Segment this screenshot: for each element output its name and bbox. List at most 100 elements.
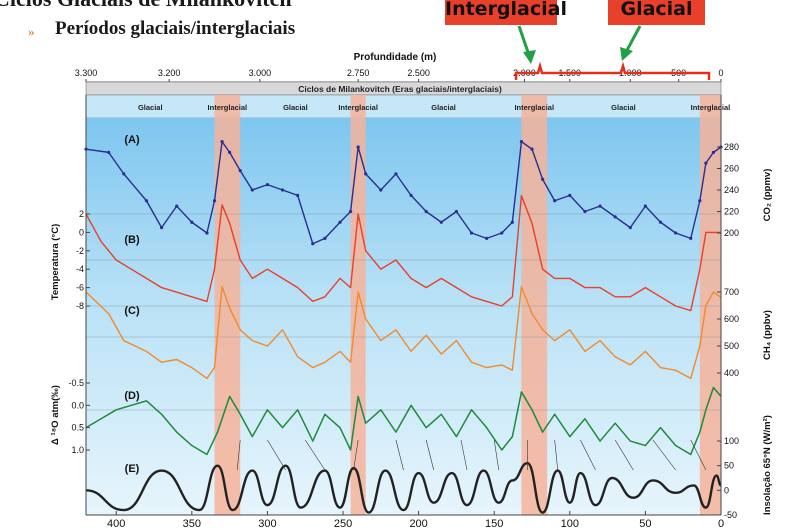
series-a-point xyxy=(568,193,572,197)
series-label: (D) xyxy=(124,390,140,402)
series-a-point xyxy=(356,145,360,149)
bottom-axis-ticks: 400 350 300 250 200 150 100 50 0 xyxy=(107,511,724,530)
bottom-tick-label: 300 xyxy=(258,518,276,530)
series-a-point xyxy=(510,220,514,224)
top-tick-label: 2.750 xyxy=(347,68,370,78)
series-a-point xyxy=(228,150,232,154)
left-tick-label: 0.5 xyxy=(71,423,84,433)
right-axis-label-ch4: CH₄ (ppbv) xyxy=(762,310,773,360)
period-label: Interglacial xyxy=(514,103,554,112)
right-tick-label: 100 xyxy=(724,436,739,446)
bottom-tick-label: 50 xyxy=(639,518,651,530)
series-a-point xyxy=(280,188,285,192)
series-a-point xyxy=(698,199,702,203)
series-e-insolation xyxy=(85,462,722,514)
left-tick-label: 0 xyxy=(79,227,84,237)
series-a-point xyxy=(658,220,663,224)
series-a-point xyxy=(190,220,194,224)
period-strip-highlight xyxy=(350,95,366,118)
right-tick-label: 240 xyxy=(724,185,739,195)
series-a-point xyxy=(348,209,353,214)
series-a-point xyxy=(159,226,164,230)
right-tick-label: 200 xyxy=(724,228,739,238)
series-a-point xyxy=(519,140,524,144)
series-a-point xyxy=(212,199,217,203)
series-a-point xyxy=(530,147,534,151)
right-axis-label-co2: CO₂ (ppmv) xyxy=(762,169,773,222)
left-tick-label: -2 xyxy=(76,246,84,256)
slide-title: Ciclos Glaciais de Milankovitch xyxy=(0,0,292,12)
glacial-bracket xyxy=(514,61,711,80)
series-a-point xyxy=(122,172,126,176)
series-a-point xyxy=(439,220,443,224)
series-a-point xyxy=(364,172,368,176)
series-a-point xyxy=(454,209,459,214)
series-a-point xyxy=(220,140,224,144)
series-a-point xyxy=(469,231,474,235)
period-label: Glacial xyxy=(611,103,636,112)
period-strip-highlight xyxy=(214,95,241,118)
interglacial-band xyxy=(699,118,721,515)
series-a-point xyxy=(424,209,428,214)
connector-line xyxy=(236,439,241,471)
top-axis-label: Profundidade (m) xyxy=(354,52,437,63)
left-tick-label: 2 xyxy=(79,209,84,219)
series-a-point xyxy=(265,183,270,187)
connector-line xyxy=(580,439,596,471)
series-c-ch4 xyxy=(85,285,722,380)
connector-line xyxy=(690,439,707,471)
bottom-tick-label: 400 xyxy=(107,518,125,530)
left-tick-label: -6 xyxy=(76,283,84,293)
connector-line xyxy=(493,439,500,471)
bottom-tick-label: 200 xyxy=(409,518,427,530)
bottom-tick-label: 100 xyxy=(561,518,579,530)
series-a-point xyxy=(598,204,602,208)
right-tick-label: 50 xyxy=(724,461,734,471)
top-tick-label: 3.000 xyxy=(249,68,272,78)
series-b-temperature xyxy=(85,194,721,312)
period-label: Interglacial xyxy=(208,103,248,112)
period-labels: Glacial Interglacial Glacial Interglacial Gl… xyxy=(138,95,730,118)
connector-line xyxy=(304,439,326,471)
connector-line xyxy=(267,439,286,471)
connector-line xyxy=(614,439,634,471)
right-tick-label: 400 xyxy=(724,368,739,378)
left-tick-label: 1.0 xyxy=(71,445,84,455)
interglacial-band xyxy=(350,118,366,515)
period-label: Glacial xyxy=(431,103,456,112)
left-axis-label-temperature: Temperatura (°C) xyxy=(50,224,61,300)
period-label: Glacial xyxy=(138,103,163,112)
chart-title: Ciclos de Milankovitch (Eras glaciais/in… xyxy=(298,84,502,94)
top-tick-label: 3.200 xyxy=(158,68,181,78)
series-a-point xyxy=(689,236,693,240)
period-label: Interglacial xyxy=(691,103,731,112)
right-tick-label: 0 xyxy=(724,485,729,495)
series-a-point xyxy=(311,242,315,246)
series-a-point xyxy=(107,150,111,154)
right-tick-label: 260 xyxy=(724,164,739,174)
series-a-point xyxy=(704,161,708,165)
interglacial-bands xyxy=(214,118,721,515)
right-tick-label: -50 xyxy=(724,510,737,520)
series-a-point xyxy=(379,188,383,192)
bottom-tick-label: 0 xyxy=(718,518,724,530)
series-a-point xyxy=(711,150,716,154)
top-tick-label: 3.300 xyxy=(75,68,98,78)
bottom-tick-label: 250 xyxy=(334,518,352,530)
series-a-point xyxy=(553,199,557,203)
right-tick-label: 280 xyxy=(724,142,739,152)
arrow-glacial xyxy=(620,25,642,61)
series-a-point xyxy=(643,204,648,208)
connector-line xyxy=(353,439,359,471)
series-a-point xyxy=(238,169,242,173)
series-a-point xyxy=(175,204,179,208)
series-a-point xyxy=(485,236,489,240)
series-a-point xyxy=(613,215,617,219)
connector-line xyxy=(395,439,404,471)
callout-glacial: Glacial xyxy=(608,0,705,25)
left-tick-label: -0.5 xyxy=(68,378,84,388)
connector-line xyxy=(554,439,559,471)
series-label: (A) xyxy=(124,134,140,146)
